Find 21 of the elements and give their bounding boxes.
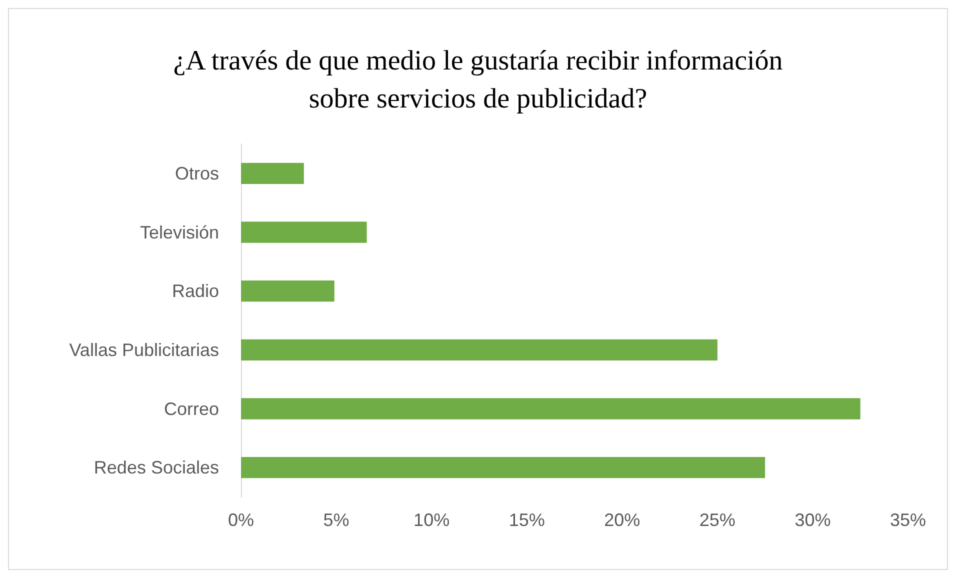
chart-title: ¿A través de que medio le gustaría recibir información sobre servicios de publicidad? <box>173 46 783 114</box>
x-tick-label: 35% <box>890 510 926 530</box>
x-tick-label: 5% <box>323 510 350 530</box>
x-tick-label: 30% <box>794 510 831 530</box>
bar <box>241 222 367 243</box>
x-tick-label: 10% <box>414 510 450 530</box>
x-tick-label: 20% <box>604 510 640 530</box>
y-tick-label: Radio <box>172 281 219 302</box>
x-tick-label: 15% <box>508 510 545 530</box>
x-tick-label: 0% <box>228 510 254 530</box>
y-tick-label: Correo <box>164 398 219 419</box>
y-tick-label: Otros <box>174 163 219 184</box>
bar <box>241 456 766 478</box>
y-tick-label: Televisión <box>140 222 219 242</box>
bar <box>241 162 304 184</box>
bar <box>241 339 718 361</box>
bar <box>241 280 334 302</box>
x-tick-label: 25% <box>699 510 736 530</box>
y-tick-label: Vallas Publicitarias <box>69 340 219 360</box>
bar <box>241 398 860 420</box>
y-tick-label: Redes Sociales <box>94 458 219 478</box>
